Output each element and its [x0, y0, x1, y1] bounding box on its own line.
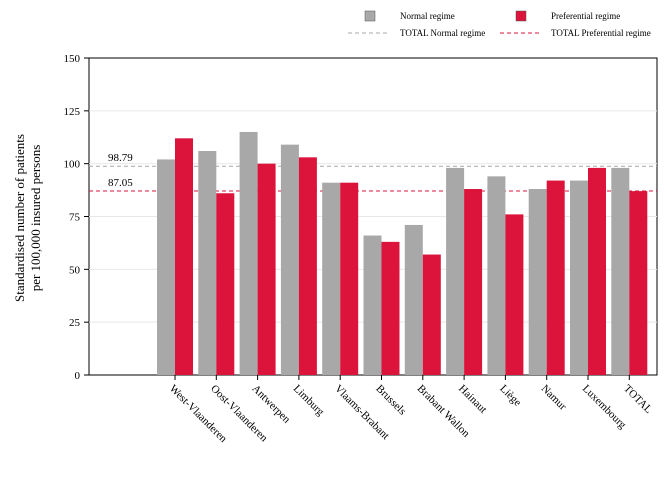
bar-normal: [570, 180, 588, 375]
y-tick-label: 0: [75, 370, 81, 382]
y-axis-label-line-2: per 100,000 insured persons: [28, 145, 43, 292]
bar-normal: [157, 159, 175, 375]
bar-preferential: [546, 180, 565, 375]
bar-normal: [239, 131, 258, 375]
legend-label-total-normal: TOTAL Normal regime: [400, 28, 485, 38]
y-tick-label: 100: [64, 159, 81, 171]
x-tick-label: TOTAL: [621, 383, 654, 416]
bar-normal: [528, 189, 547, 375]
bar-preferential: [505, 214, 524, 375]
bar-normal: [487, 176, 506, 375]
x-axis: West-VlaanderenOost-VlaanderenAntwerpenL…: [167, 375, 655, 445]
bar-preferential: [381, 241, 400, 375]
y-tick-label: 25: [69, 317, 81, 329]
bar-preferential: [340, 182, 359, 375]
y-tick-label: 50: [69, 264, 81, 276]
x-tick-label: Limburg: [291, 383, 327, 419]
bar-normal: [404, 224, 423, 375]
bar-preferential: [464, 189, 483, 375]
bar-preferential: [257, 163, 276, 375]
x-tick-label: Namur: [539, 383, 569, 413]
y-tick-label: 150: [64, 53, 81, 65]
bar-normal: [611, 167, 630, 375]
legend: Normal regime Preferential regime TOTAL …: [348, 10, 651, 38]
bar-normal: [322, 182, 341, 375]
legend-label-preferential: Preferential regime: [551, 11, 620, 21]
bar-normal: [198, 150, 217, 375]
bars: [157, 131, 648, 375]
reference-line-label: 87.05: [108, 177, 133, 189]
bar-preferential: [298, 157, 317, 375]
x-tick-label: Brussels: [373, 383, 408, 418]
y-axis: 0 25 50 75 100 125 150: [64, 53, 89, 382]
bar-preferential: [175, 138, 193, 375]
x-tick-label: Hainaut: [456, 383, 489, 416]
bar-preferential: [216, 193, 235, 375]
x-tick-label: Liège: [497, 383, 523, 409]
legend-label-total-preferential: TOTAL Preferential regime: [551, 28, 651, 38]
legend-label-normal: Normal regime: [400, 11, 455, 21]
reference-line-label: 98.79: [108, 152, 133, 164]
bar-preferential: [422, 254, 441, 375]
bar-preferential: [629, 191, 648, 375]
legend-swatch-normal: [364, 10, 376, 22]
bar-normal: [446, 167, 465, 375]
y-tick-label: 125: [64, 106, 81, 118]
y-tick-label: 75: [69, 212, 81, 224]
x-tick-label: Antwerpen: [249, 383, 292, 426]
bar-normal: [280, 144, 299, 375]
bar-normal: [363, 235, 382, 375]
legend-swatch-preferential: [515, 10, 527, 22]
y-axis-label-line-1: Standardised number of patients: [12, 134, 27, 302]
bar-preferential: [588, 167, 606, 375]
